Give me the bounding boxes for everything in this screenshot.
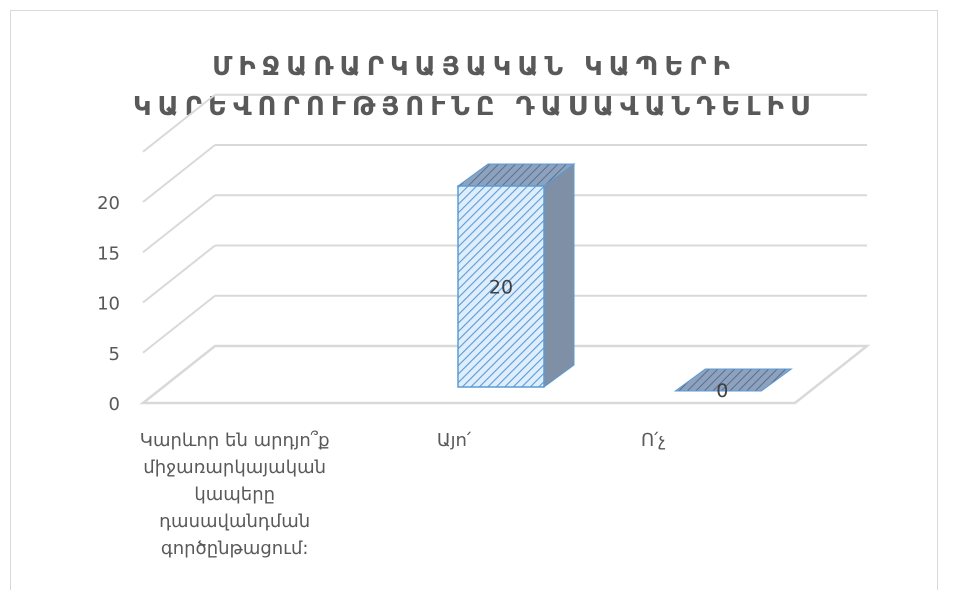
bar-side-1 — [543, 163, 575, 388]
bar-top-2 — [673, 368, 793, 392]
x-category-label-0-line-3: դասավանդման — [159, 511, 310, 532]
chart-title-line-1: ՄԻՋԱՌԱՐԿԱՅԱԿԱՆ ԿԱՊԵՐԻ — [212, 52, 736, 82]
gridline-side-2 — [142, 244, 216, 304]
x-category-label-1-line-0: Այո՛ — [437, 430, 472, 451]
y-tick-label-2: 10 — [97, 294, 120, 315]
gridline-side-1 — [142, 294, 216, 354]
gridline-side-4 — [142, 144, 216, 203]
data-label-2: 0 — [716, 380, 728, 402]
gridline-side-3 — [142, 194, 216, 254]
x-category-label-2-line-0: Ո՛չ — [641, 430, 666, 451]
gridline-side-top — [142, 93, 216, 153]
x-category-label-0-line-0: Կարևոր են արդյո՞ք — [140, 430, 330, 451]
x-category-label-0-line-4: գործընթացում: — [161, 538, 309, 559]
data-label-1: 20 — [489, 277, 513, 299]
x-category-label-0-line-1: միջառարկայական — [143, 457, 326, 478]
y-tick-label-1: 5 — [109, 344, 120, 365]
bar-front-1 — [457, 185, 545, 388]
y-tick-label-0: 0 — [109, 394, 120, 415]
y-tick-label-3: 15 — [97, 243, 120, 264]
x-category-label-0-line-2: կապերը — [194, 484, 275, 505]
chart-title-line-2: ԿԱՐԵՎՈՐՈՒԹՅՈՒՆԸ ԴԱՍԱՎԱՆԴԵԼԻՍ — [132, 92, 815, 122]
chart-floor — [139, 344, 871, 405]
y-tick-label-4: 20 — [97, 193, 120, 214]
